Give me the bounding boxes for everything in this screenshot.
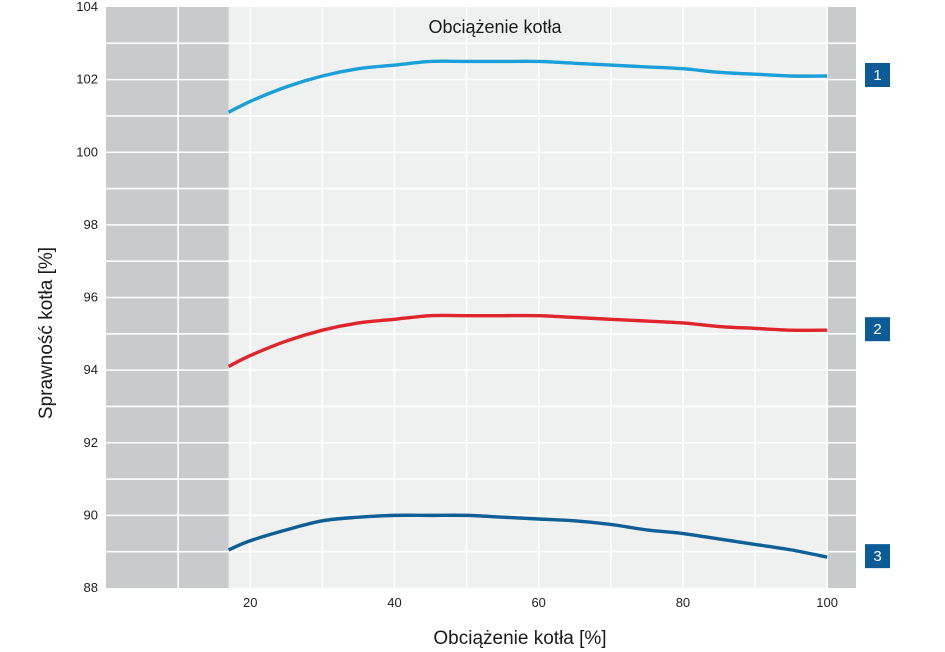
series-lines bbox=[227, 59, 828, 559]
y-tick-label: 100 bbox=[76, 144, 98, 159]
y-tick-label: 90 bbox=[84, 507, 98, 522]
grid bbox=[106, 7, 856, 588]
y-tick-label: 92 bbox=[84, 435, 98, 450]
series-badge-box bbox=[865, 317, 890, 342]
tick-labels: 20 40 60 80 100 88 90 92 94 96 98 100 102 104 bbox=[76, 0, 838, 610]
series-line-2 bbox=[227, 313, 828, 369]
series-line-3 bbox=[227, 513, 828, 559]
series-badges: 1 2 3 bbox=[865, 62, 890, 569]
x-tick-label: 80 bbox=[676, 595, 690, 610]
y-tick-label: 98 bbox=[84, 217, 98, 232]
x-tick-label: 100 bbox=[816, 595, 838, 610]
series-line-1 bbox=[227, 59, 828, 114]
series-badge-label: 2 bbox=[873, 321, 881, 338]
y-tick-label: 88 bbox=[84, 580, 98, 595]
y-axis-title: Sprawność kotła [%] bbox=[36, 247, 57, 419]
series-badge-label: 3 bbox=[873, 548, 881, 565]
y-tick-label: 102 bbox=[76, 72, 98, 87]
chart-title: Obciążenie kotła bbox=[428, 17, 562, 37]
x-tick-label: 60 bbox=[531, 595, 545, 610]
y-tick-label: 94 bbox=[84, 362, 98, 377]
series-badge-3: 3 bbox=[865, 544, 890, 569]
series-badge-1: 1 bbox=[865, 62, 890, 87]
y-tick-label: 104 bbox=[76, 0, 98, 14]
x-tick-label: 40 bbox=[387, 595, 401, 610]
series-badge-box bbox=[865, 544, 890, 569]
x-axis-title: Obciążenie kotła [%] bbox=[433, 628, 606, 649]
series-badge-label: 1 bbox=[873, 67, 881, 84]
x-tick-label: 20 bbox=[243, 595, 257, 610]
y-tick-label: 96 bbox=[84, 290, 98, 305]
series-badge-2: 2 bbox=[865, 317, 890, 342]
series-badge-box bbox=[865, 62, 890, 87]
